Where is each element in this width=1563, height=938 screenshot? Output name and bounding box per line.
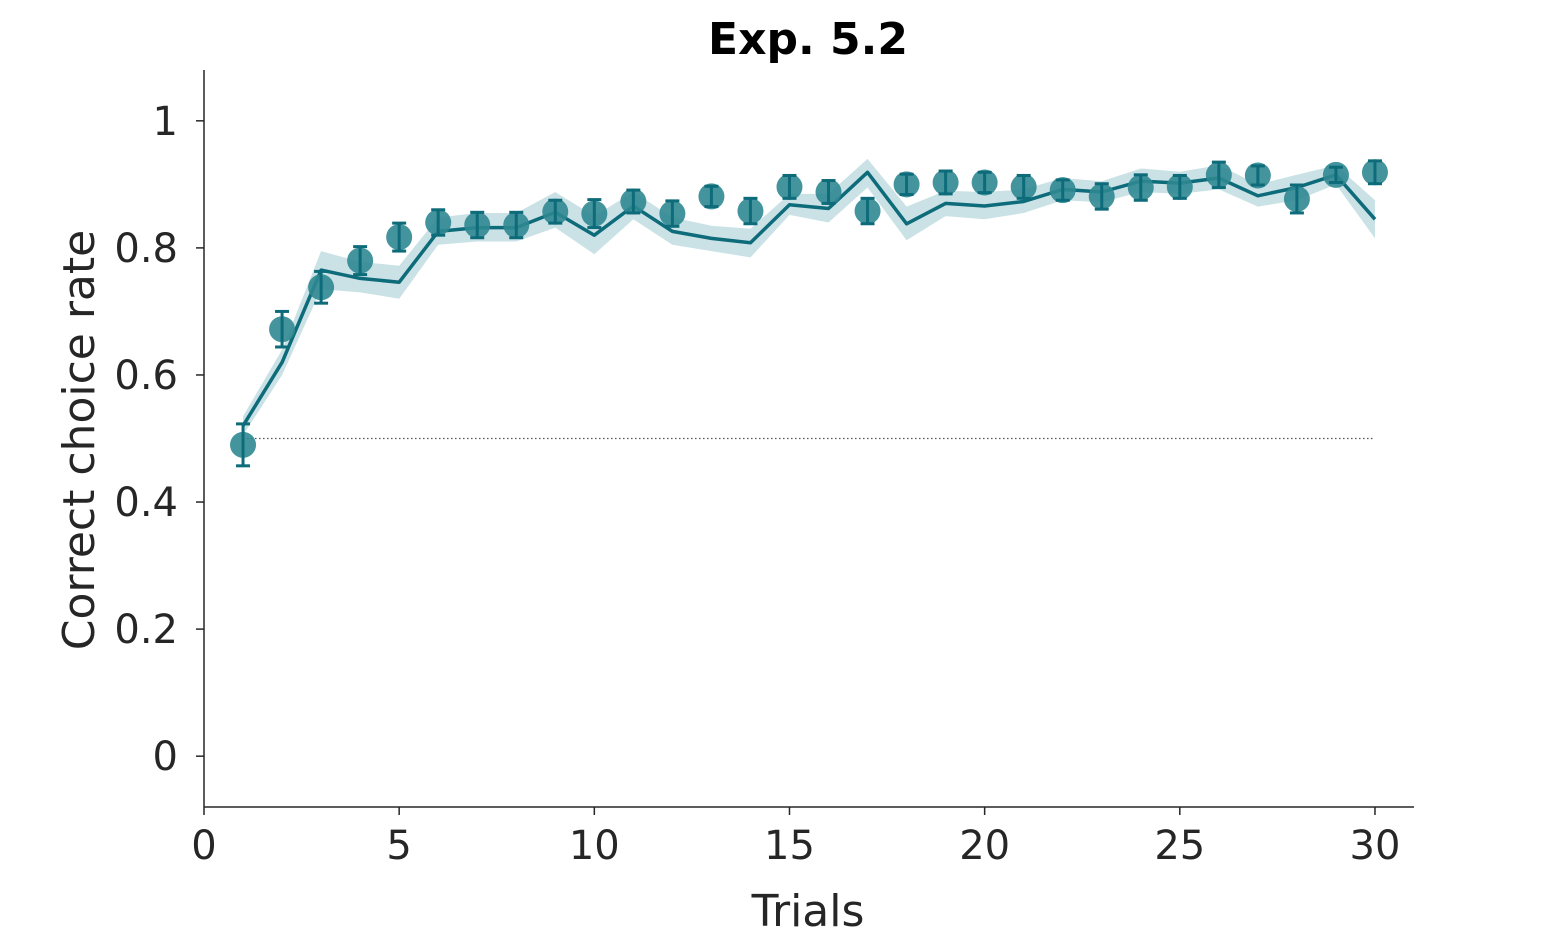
data-point-9 xyxy=(542,198,569,225)
data-point-30 xyxy=(1361,159,1388,186)
data-point-1 xyxy=(230,422,257,468)
y-tick-label-0.4: 0.4 xyxy=(114,480,178,526)
data-point-2 xyxy=(269,309,296,349)
axes-layer: 0 5 10 15 20 25 30 0 0.2 0.4 0.6 0.8 1 xyxy=(114,70,1414,869)
data-point-3 xyxy=(308,269,335,305)
data-point-21 xyxy=(1010,173,1037,200)
chart-title: Exp. 5.2 xyxy=(708,14,908,65)
x-axis-label: Trials xyxy=(751,886,865,937)
x-tick-label-20: 20 xyxy=(959,823,1010,869)
x-tick-label-5: 5 xyxy=(386,823,411,869)
data-point-6 xyxy=(425,208,452,237)
data-point-19 xyxy=(932,169,959,196)
data-point-15 xyxy=(776,173,803,200)
data-point-14 xyxy=(737,196,764,226)
model-band xyxy=(243,158,1375,436)
y-axis-label: Correct choice rate xyxy=(54,230,105,650)
x-tick-label-30: 30 xyxy=(1350,823,1401,869)
y-tick-label-0.6: 0.6 xyxy=(114,353,178,399)
x-tick-label-15: 15 xyxy=(764,823,815,869)
y-tick-label-0.2: 0.2 xyxy=(114,607,178,653)
data-point-4 xyxy=(347,245,374,277)
model-band-layer xyxy=(243,158,1375,436)
y-tick-label-0: 0 xyxy=(153,734,178,780)
data-point-24 xyxy=(1127,173,1154,202)
x-tick-label-10: 10 xyxy=(569,823,620,869)
data-point-13 xyxy=(698,183,725,210)
data-point-12 xyxy=(659,199,686,228)
data-point-26 xyxy=(1205,160,1232,190)
data-point-16 xyxy=(815,178,842,205)
data-point-17 xyxy=(854,196,881,226)
y-tick-label-1: 1 xyxy=(153,99,178,145)
data-point-18 xyxy=(893,171,920,198)
data-point-20 xyxy=(971,169,998,196)
data-point-27 xyxy=(1244,162,1271,189)
data-point-25 xyxy=(1166,173,1193,200)
data-point-29 xyxy=(1322,161,1349,188)
data-point-7 xyxy=(464,210,491,240)
data-point-22 xyxy=(1049,177,1076,204)
data-point-5 xyxy=(386,221,413,253)
data-point-10 xyxy=(581,198,608,230)
x-tick-label-25: 25 xyxy=(1154,823,1205,869)
data-point-23 xyxy=(1088,182,1115,211)
data-point-11 xyxy=(620,188,647,215)
plot-area: 0 5 10 15 20 25 30 0 0.2 0.4 0.6 0.8 1 xyxy=(114,70,1414,869)
y-tick-label-0.8: 0.8 xyxy=(114,226,178,272)
data-point-8 xyxy=(503,210,530,240)
data-point-28 xyxy=(1283,183,1310,215)
x-tick-label-0: 0 xyxy=(191,823,216,869)
observed-points-layer xyxy=(230,159,1388,468)
